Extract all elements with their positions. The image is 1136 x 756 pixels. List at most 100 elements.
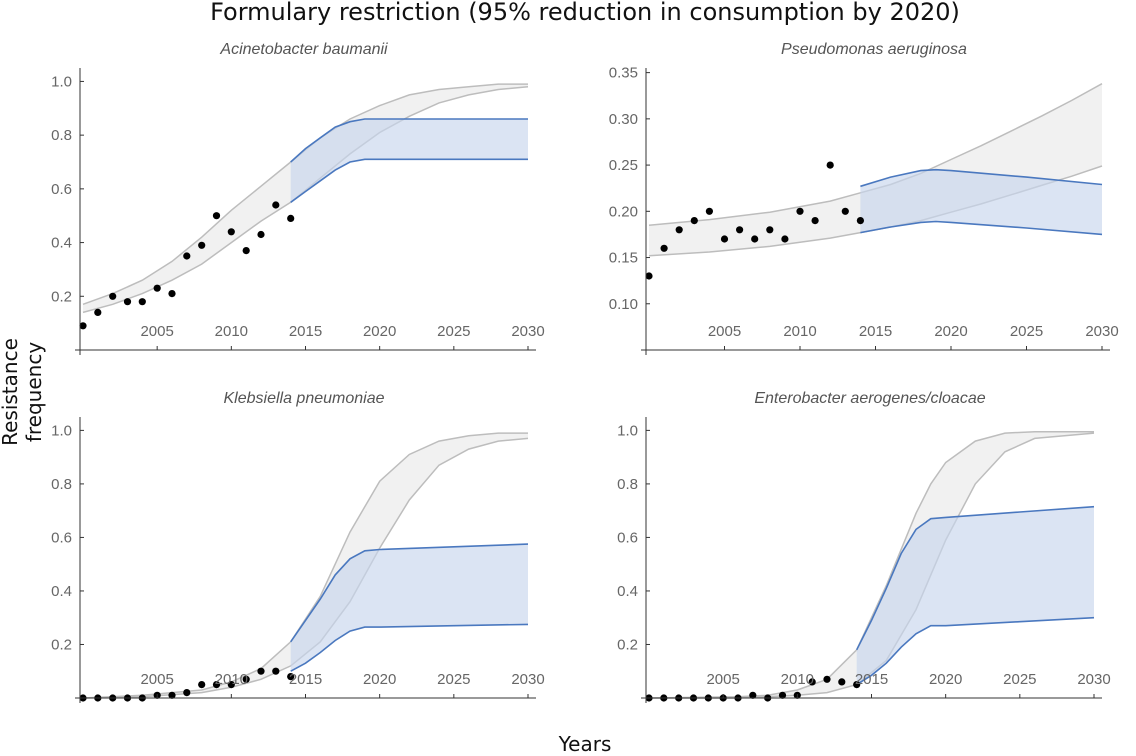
observed-point (826, 161, 834, 169)
observed-point (198, 241, 206, 249)
intervention-band-upper-line (290, 118, 528, 163)
observed-point (705, 207, 714, 215)
intervention-band-lower-line (860, 220, 1103, 236)
intervention-band-lower-line (856, 616, 1095, 686)
y-tick-label: 0.25 (609, 157, 638, 174)
observed-point (823, 675, 831, 683)
observed-point (257, 667, 265, 675)
y-tick-label: 0.30 (609, 111, 638, 128)
observed-point (168, 290, 176, 298)
observed-point (183, 252, 191, 260)
x-tick-label: 2005 (708, 323, 741, 340)
y-tick-label: 0.10 (609, 296, 638, 313)
y-tick-label: 0.35 (609, 65, 638, 82)
intervention-band (860, 169, 1102, 235)
y-tick-label: 0.6 (51, 529, 72, 546)
observed-point (751, 235, 759, 243)
observed-point (227, 228, 235, 236)
observed-point (109, 292, 117, 300)
intervention-band-lower-line (290, 623, 529, 672)
observed-point (212, 212, 221, 220)
observed-point (227, 681, 235, 689)
observed-point (675, 226, 683, 234)
x-axis-label: Years (558, 732, 612, 756)
observed-point (796, 207, 804, 215)
observed-point (690, 217, 698, 225)
y-tick-label: 1.0 (51, 73, 72, 90)
observed-point (808, 678, 816, 686)
observed-point (153, 284, 161, 292)
intervention-band (290, 119, 528, 203)
model-band (83, 84, 528, 313)
x-tick-label: 2020 (934, 323, 967, 340)
intervention-band-upper-line (860, 168, 1103, 188)
x-tick-label: 2005 (140, 323, 173, 340)
observed-point (781, 235, 789, 243)
x-tick-label: 2025 (1010, 323, 1043, 340)
x-tick-label: 2025 (437, 671, 470, 688)
x-tick-label: 2015 (289, 323, 322, 340)
observed-point (272, 201, 280, 209)
intervention-band-upper-line (290, 543, 529, 643)
y-tick-label: 0.6 (51, 181, 72, 198)
intervention-band (290, 544, 528, 672)
chart-panel-2: 2005 2010 2015 2020 2025 2030 0.10 0.15 0.20 0.25… (609, 41, 1119, 355)
panel-title: Klebsiella pneumoniae (224, 390, 385, 407)
y-tick-label: 1.0 (51, 422, 72, 439)
observed-point (287, 673, 295, 681)
observed-point (138, 298, 146, 306)
observed-point (841, 207, 849, 215)
observed-point (766, 226, 774, 234)
observed-point (198, 681, 206, 689)
x-tick-label: 2005 (706, 671, 739, 688)
observed-point (838, 678, 846, 686)
observed-point (856, 217, 865, 225)
x-tick-label: 2005 (140, 671, 173, 688)
observed-point (660, 244, 668, 252)
observed-point (183, 689, 191, 697)
y-tick-label: 0.20 (609, 203, 638, 220)
y-tick-label: 0.8 (617, 476, 638, 493)
x-tick-label: 2020 (363, 671, 396, 688)
x-tick-label: 2015 (289, 671, 322, 688)
observed-point (94, 308, 102, 316)
y-tick-label: 0.2 (617, 636, 638, 653)
x-tick-label: 2025 (1003, 671, 1036, 688)
y-tick-label: 0.8 (51, 476, 72, 493)
observed-point (168, 691, 176, 699)
x-tick-label: 2030 (511, 323, 544, 340)
x-tick-label: 2010 (783, 323, 816, 340)
y-tick-label: 0.15 (609, 250, 638, 267)
observed-point (272, 667, 280, 675)
x-tick-label: 2025 (437, 323, 470, 340)
intervention-band (856, 506, 1094, 685)
x-tick-label: 2030 (1085, 323, 1118, 340)
y-tick-label: 0.8 (51, 127, 72, 144)
chart-panel-3: 2005 2010 2015 2020 2025 2030 0.2 0.4 0.6 0.8 1.0 K… (51, 390, 545, 703)
y-tick-label: 0.2 (51, 288, 72, 305)
x-tick-label: 2020 (929, 671, 962, 688)
x-tick-label: 2010 (215, 671, 248, 688)
intervention-band-lower-line (290, 158, 528, 203)
x-tick-label: 2010 (781, 671, 814, 688)
x-tick-label: 2020 (363, 323, 396, 340)
observed-point (645, 272, 653, 280)
y-tick-label: 0.2 (51, 636, 72, 653)
observed-point (811, 217, 819, 225)
model-band-upper-line (82, 83, 528, 306)
y-tick-label: 0.4 (51, 235, 72, 252)
x-tick-label: 2015 (855, 671, 888, 688)
figure-title: Formulary restriction (95% reduction in … (210, 0, 960, 26)
chart-panel-1: 2005 2010 2015 2020 2025 2030 0.2 0.4 0.6 0.8 1.0 A… (51, 41, 545, 355)
observed-point (79, 322, 87, 330)
y-tick-label: 0.4 (617, 583, 638, 600)
observed-point (242, 675, 250, 683)
chart-panel-4: 2005 2010 2015 2020 2025 2030 0.2 0.4 0.6 0.8 1.0 E… (617, 390, 1111, 703)
observed-point (257, 230, 265, 239)
model-band-upper-line (648, 430, 1094, 699)
x-tick-label: 2030 (511, 671, 544, 688)
y-tick-label: 0.6 (617, 529, 638, 546)
x-tick-label: 2015 (859, 323, 892, 340)
observed-point (749, 691, 757, 699)
observed-point (736, 226, 744, 234)
